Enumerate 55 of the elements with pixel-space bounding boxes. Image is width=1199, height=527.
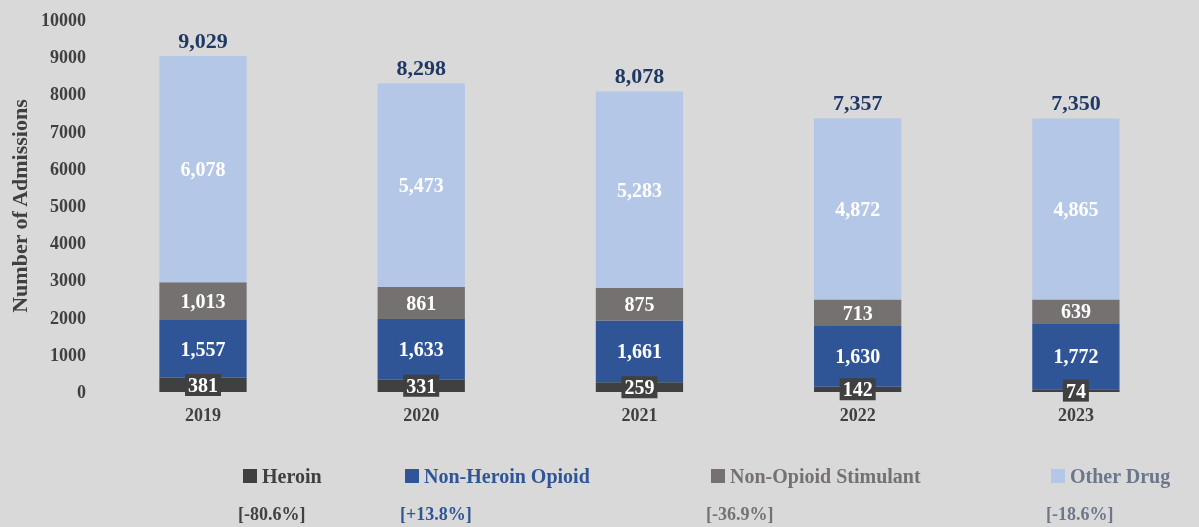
- y-axis-title: Number of Admissions: [6, 98, 32, 313]
- total-label: 9,029: [178, 27, 228, 53]
- data-label: 5,283: [616, 178, 662, 201]
- y-tick-label: 5000: [49, 196, 86, 216]
- x-tick-label: 2021: [621, 405, 658, 425]
- data-label: 259: [624, 376, 655, 399]
- x-tick-label: 2022: [839, 405, 876, 425]
- data-label: 875: [624, 293, 655, 316]
- total-label: 8,298: [396, 54, 446, 80]
- data-label: 639: [1060, 300, 1091, 323]
- data-label: 1,661: [616, 340, 662, 363]
- bar: [814, 118, 902, 300]
- y-tick-label: 8000: [49, 84, 86, 105]
- legend-label: Other Drug: [1070, 465, 1171, 488]
- text: [+13.8%]: [400, 504, 472, 524]
- bar: [1032, 118, 1120, 300]
- data-label: 1,633: [398, 338, 444, 361]
- data-label: 1,013: [180, 290, 226, 313]
- y-tick-label: 6000: [49, 158, 86, 179]
- data-label: 4,872: [835, 197, 881, 220]
- text: [-18.6%]: [1046, 504, 1114, 524]
- data-label: 4,865: [1053, 198, 1099, 221]
- data-label: 331: [406, 374, 437, 397]
- y-tick-label: 2000: [49, 307, 86, 328]
- data-label: 1,557: [180, 337, 226, 360]
- total-label: 7,350: [1051, 90, 1101, 116]
- data-label: 713: [842, 301, 873, 324]
- y-tick-label: 4000: [49, 233, 86, 254]
- y-tick-label: 1000: [49, 344, 86, 365]
- y-tick-label: 9000: [49, 47, 86, 68]
- y-tick-label: 3000: [49, 270, 86, 291]
- data-label: 1,772: [1053, 345, 1099, 368]
- data-label: 861: [406, 291, 437, 314]
- text: [-36.9%]: [706, 504, 774, 524]
- y-tick-label: 10000: [40, 10, 86, 30]
- bar: [159, 56, 247, 283]
- data-label: 142: [842, 378, 873, 401]
- legend-label: Non-Heroin Opioid: [424, 465, 590, 488]
- data-label: 381: [188, 373, 219, 396]
- data-label: 6,078: [180, 158, 226, 181]
- total-label: 7,357: [832, 89, 883, 115]
- bar: [595, 91, 684, 289]
- x-tick-label: 2020: [403, 405, 440, 425]
- data-label: 74: [1065, 379, 1086, 402]
- total-label: 8,078: [614, 63, 665, 88]
- x-tick-label: 2019: [185, 405, 222, 425]
- y-tick-label: 0: [76, 382, 86, 402]
- bar: [377, 83, 465, 287]
- y-tick-label: 7000: [49, 121, 86, 142]
- data-label: 5,473: [398, 174, 444, 197]
- legend-label: Non-Opioid Stimulant: [730, 465, 921, 488]
- legend-label: Heroin: [262, 465, 322, 487]
- text: [-80.6%]: [238, 504, 306, 524]
- x-tick-label: 2023: [1057, 405, 1094, 425]
- data-label: 1,630: [835, 345, 881, 368]
